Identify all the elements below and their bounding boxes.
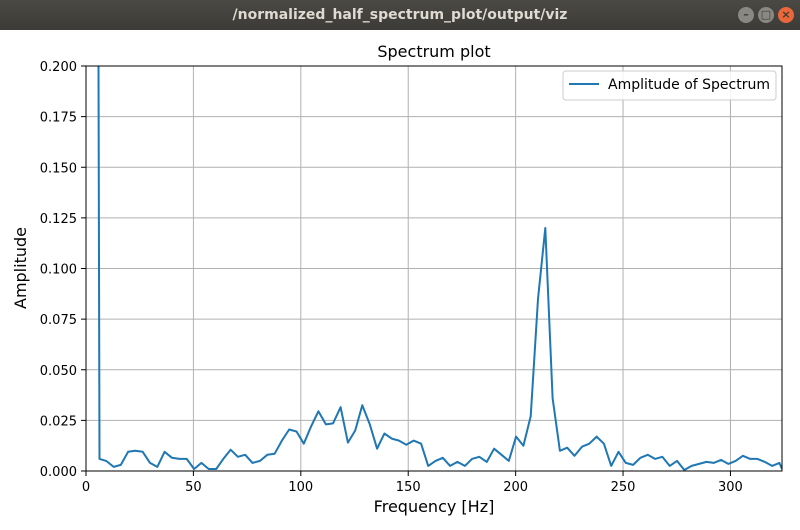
x-tick-label: 0 xyxy=(82,480,90,495)
y-axis-label: Amplitude xyxy=(11,227,30,309)
y-tick-label: 0.075 xyxy=(40,313,77,328)
spectrum-chart: 0 50 100 150 200 250 300 0.0000.0250.0500.0750… xyxy=(0,30,800,530)
x-tick-label: 300 xyxy=(718,480,743,495)
y-tick-label: 0.125 xyxy=(40,212,77,227)
legend: Amplitude of Spectrum xyxy=(562,70,777,101)
y-tick-label: 0.175 xyxy=(40,111,77,126)
x-tick-label: 150 xyxy=(396,480,421,495)
y-tick-label: 0.200 xyxy=(40,60,77,75)
x-tick-label: 100 xyxy=(288,480,313,495)
x-tick-label: 50 xyxy=(185,480,202,495)
y-tick-label: 0.000 xyxy=(40,465,77,480)
x-tick-label: 200 xyxy=(503,480,528,495)
title-bar[interactable]: /normalized_half_spectrum_plot/output/vi… xyxy=(0,0,800,31)
x-tick-label: 250 xyxy=(611,480,636,495)
chart-background xyxy=(0,30,800,530)
legend-label: Amplitude of Spectrum xyxy=(608,77,770,93)
chart-title: Spectrum plot xyxy=(377,42,490,61)
x-axis-label: Frequency [Hz] xyxy=(374,497,495,516)
y-tick-label: 0.100 xyxy=(40,263,77,278)
minimize-button[interactable]: – xyxy=(738,7,754,23)
y-tick-label: 0.150 xyxy=(40,161,77,176)
legend-box xyxy=(562,70,777,101)
x-axis-ticks: 0 50 100 150 200 250 300 xyxy=(82,471,743,495)
maximize-button[interactable]: □ xyxy=(758,7,774,23)
grid-lines xyxy=(85,65,782,472)
y-tick-label: 0.025 xyxy=(40,414,77,429)
close-button[interactable]: × xyxy=(778,7,794,23)
y-axis-ticks: 0.000 0.025 0.050 0.075 0.100 0.125 0.150 0.175… xyxy=(40,60,86,480)
y-tick-label: 0.050 xyxy=(40,364,77,379)
window-title: /normalized_half_spectrum_plot/output/vi… xyxy=(232,7,568,23)
series-line-amplitude xyxy=(97,66,782,471)
